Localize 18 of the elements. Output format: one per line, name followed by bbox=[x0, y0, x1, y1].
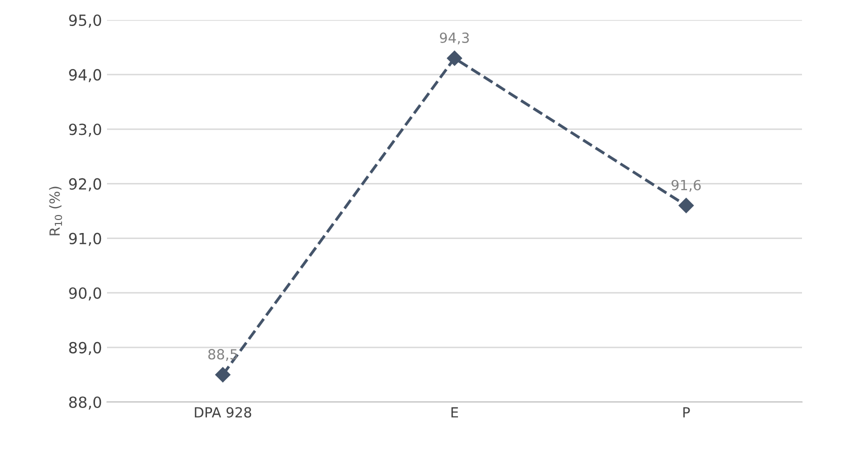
y-tick-label: 95,0 bbox=[69, 14, 102, 28]
x-tick-label: E bbox=[451, 407, 458, 418]
point bbox=[678, 198, 694, 214]
point bbox=[215, 367, 230, 382]
x-tick-label: DPA 928 bbox=[194, 407, 252, 418]
y-tick-label: 90,0 bbox=[69, 287, 102, 300]
data-label: 91,6 bbox=[672, 180, 701, 192]
point bbox=[446, 50, 462, 66]
y-tick-label: 91,0 bbox=[69, 232, 102, 246]
data-label: 88,5 bbox=[208, 349, 238, 361]
y-tick-label: 94,0 bbox=[69, 69, 102, 82]
y-axis-title: R$_{10}$ (%) bbox=[49, 186, 62, 236]
y-tick-label: 92,0 bbox=[69, 178, 102, 192]
y-tick-label: 89,0 bbox=[69, 342, 102, 356]
y-tick-label: 88,0 bbox=[69, 396, 102, 410]
x-tick-label: P bbox=[683, 407, 690, 418]
data-label: 94,3 bbox=[440, 32, 469, 44]
y-tick-label: 93,0 bbox=[69, 124, 102, 137]
